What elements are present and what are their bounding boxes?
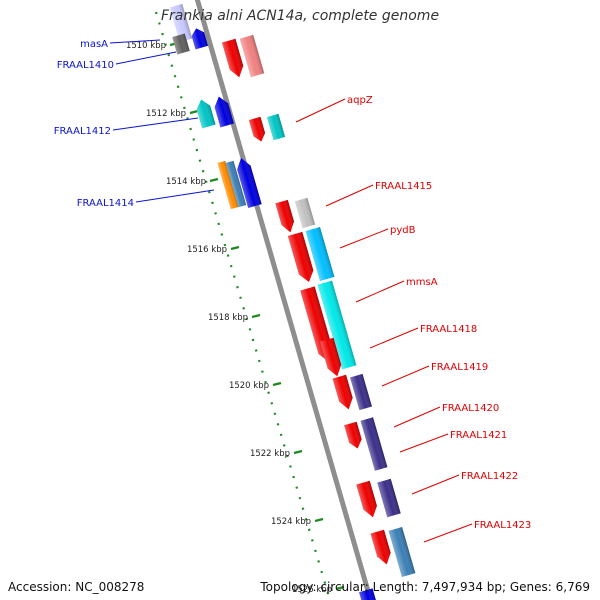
gene-label-reverse: mmsA bbox=[406, 277, 438, 288]
gene-block bbox=[332, 374, 353, 410]
kbp-ruler: 1510 kbp 1512 kbp 1514 kbp 1516 kbp 1518 kbp… bbox=[126, 11, 345, 600]
gene-label-forward: masA bbox=[80, 39, 108, 50]
gene-label-reverse: FRAAL1423 bbox=[474, 520, 531, 531]
gene-FRAAL1422 bbox=[377, 478, 401, 518]
ruler-tick bbox=[189, 109, 199, 115]
gene-block bbox=[275, 199, 295, 233]
ruler-tick-label: 1526 kbp bbox=[292, 585, 332, 595]
genome-backbone bbox=[194, 0, 374, 600]
ruler-tick-label: 1524 kbp bbox=[271, 517, 311, 527]
gene-block bbox=[370, 529, 391, 565]
gene-label-reverse: FRAAL1419 bbox=[431, 362, 488, 373]
gene-block bbox=[172, 33, 190, 55]
leader-line bbox=[393, 406, 441, 428]
ruler-tick-label: 1522 kbp bbox=[250, 449, 290, 459]
ruler-tick-label: 1520 kbp bbox=[229, 381, 269, 391]
gene-label-reverse: FRAAL1421 bbox=[450, 430, 507, 441]
gene-block bbox=[225, 160, 247, 208]
ruler-track bbox=[154, 11, 332, 600]
gene-FRAAL1410 bbox=[191, 28, 209, 50]
gene-FRAAL1412 bbox=[214, 96, 234, 128]
gene-label-forward: FRAAL1414 bbox=[77, 198, 134, 209]
gene-masA bbox=[169, 3, 193, 43]
ruler-tick bbox=[272, 381, 282, 387]
gene-label-reverse: FRAAL1420 bbox=[442, 403, 499, 414]
leader-line bbox=[109, 39, 161, 44]
leader-line bbox=[295, 98, 346, 123]
gene-FRAAL1420 bbox=[344, 421, 362, 449]
gene-FRAAL1418 bbox=[320, 337, 342, 377]
leader-line bbox=[381, 365, 430, 387]
ruler-tick-label: 1516 kbp bbox=[187, 245, 227, 255]
gene-FRAAL1414 bbox=[237, 157, 262, 208]
gene-block bbox=[360, 417, 388, 471]
gene-block bbox=[287, 231, 314, 283]
ruler-tick bbox=[293, 449, 303, 455]
leader-line bbox=[411, 474, 460, 495]
leader-line bbox=[399, 433, 449, 453]
gene-aqpZ bbox=[248, 116, 266, 142]
leader-line bbox=[355, 280, 405, 303]
topology-text: Topology: circular; Length: 7,497,934 bp… bbox=[260, 580, 590, 594]
leader-line bbox=[135, 189, 215, 203]
gene-block bbox=[239, 34, 265, 78]
ruler-tick-label: 1510 kbp bbox=[126, 41, 166, 51]
map-title: Frankia alni ACN14a, complete genome bbox=[160, 8, 440, 24]
gene-FRAAL1415 bbox=[294, 197, 316, 229]
ruler-tick bbox=[230, 245, 240, 251]
gene-pydB bbox=[305, 226, 335, 282]
gene-labels: masA FRAAL1410 FRAAL1412 FRAAL1414 aqpZ FRAAL… bbox=[54, 39, 531, 543]
gene-label-reverse: FRAAL1415 bbox=[375, 181, 432, 192]
gene-label-forward: FRAAL1410 bbox=[57, 60, 114, 71]
gene-label-reverse: FRAAL1418 bbox=[420, 324, 477, 335]
gene-block bbox=[266, 113, 286, 141]
gene-block bbox=[359, 588, 377, 600]
ruler-tick-label: 1512 kbp bbox=[146, 109, 186, 119]
ruler-tick bbox=[314, 517, 324, 523]
leader-line bbox=[423, 523, 473, 543]
ruler-tick bbox=[209, 177, 219, 183]
gene-label-reverse: aqpZ bbox=[347, 95, 373, 106]
ruler-tick bbox=[335, 585, 345, 591]
gene-block bbox=[222, 38, 244, 78]
ruler-tick-label: 1514 kbp bbox=[166, 177, 206, 187]
gene-FRAAL1421 bbox=[356, 480, 377, 518]
leader-line bbox=[339, 228, 389, 249]
gene-tracks bbox=[169, 3, 416, 600]
leader-line bbox=[115, 51, 177, 65]
ruler-tick bbox=[251, 313, 261, 319]
gene-label-forward: FRAAL1412 bbox=[54, 126, 111, 137]
gene-block bbox=[217, 160, 239, 210]
gene-FRAAL1419 bbox=[350, 373, 372, 411]
gene-label-reverse: FRAAL1422 bbox=[461, 471, 518, 482]
leader-line bbox=[369, 327, 419, 349]
accession-text: Accession: NC_008278 bbox=[8, 580, 145, 594]
gene-block bbox=[196, 99, 216, 129]
leader-line bbox=[112, 117, 199, 131]
leader-line bbox=[325, 184, 374, 207]
ruler-tick-label: 1518 kbp bbox=[208, 313, 248, 323]
gene-FRAAL1423 bbox=[388, 527, 416, 577]
gene-label-reverse: pydB bbox=[390, 225, 416, 236]
gene-mmsA bbox=[317, 280, 357, 370]
